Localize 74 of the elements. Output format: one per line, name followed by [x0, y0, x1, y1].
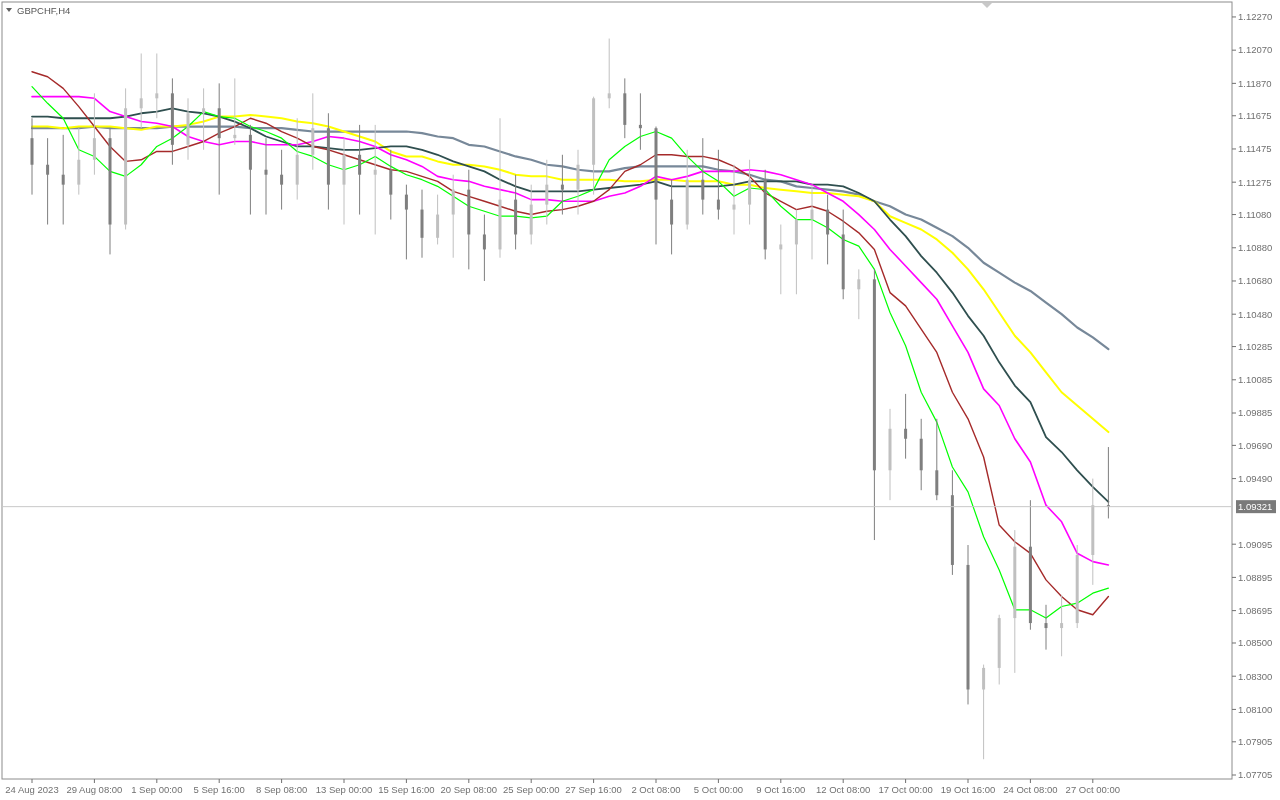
candlestick [46, 137, 50, 226]
candlestick [701, 137, 705, 216]
x-tick-label: 27 Sep 16:00 [565, 784, 622, 795]
x-tick-label: 24 Aug 2023 [5, 784, 59, 795]
x-tick-label: 15 Sep 16:00 [378, 784, 435, 795]
candlestick [264, 137, 268, 216]
y-tick-label: 1.10480 [1238, 308, 1273, 320]
candlestick [436, 194, 440, 245]
y-tick-label: 1.09490 [1238, 472, 1273, 484]
x-tick-label: 17 Oct 00:00 [878, 784, 933, 795]
x-tick-label: 5 Oct 00:00 [693, 784, 743, 795]
x-tick-label: 5 Sep 16:00 [193, 784, 245, 795]
candlestick [233, 77, 237, 146]
y-tick-label: 1.09095 [1238, 538, 1273, 550]
x-tick-label: 20 Sep 08:00 [440, 784, 498, 795]
x-tick-label: 29 Aug 08:00 [66, 784, 123, 795]
y-tick-label: 1.08895 [1238, 571, 1273, 583]
candlestick [404, 184, 408, 260]
candlestick [1060, 594, 1064, 657]
candlestick [779, 224, 783, 295]
candlestick [560, 154, 564, 216]
y-tick-label: 1.08500 [1238, 637, 1273, 649]
y-tick-label: 1.12070 [1238, 44, 1273, 56]
candlestick [716, 149, 720, 221]
line-series [31, 113, 1110, 434]
candlestick [857, 268, 861, 320]
x-tick-label: 24 Oct 08:00 [1003, 784, 1058, 795]
y-tick-label: 1.10085 [1238, 374, 1273, 386]
candlestick [92, 92, 96, 176]
y-tick-label: 1.08695 [1238, 604, 1273, 616]
y-tick-label: 1.08100 [1238, 703, 1273, 715]
candlestick [155, 52, 159, 119]
y-tick-label: 1.07905 [1238, 736, 1273, 748]
x-tick-label: 27 Oct 00:00 [1065, 784, 1120, 795]
y-tick-label: 1.11275 [1238, 176, 1272, 188]
x-tick-label: 8 Sep 08:00 [255, 784, 308, 795]
y-tick-label: 1.09690 [1238, 439, 1273, 451]
candlestick [732, 164, 736, 235]
candlestick [280, 149, 284, 211]
candlestick [607, 38, 611, 109]
candlestick [545, 159, 549, 226]
candlestick [1044, 604, 1048, 651]
y-tick-label: 1.10285 [1238, 340, 1273, 352]
x-tick-label: 19 Oct 16:00 [940, 784, 996, 795]
y-tick-label: 1.10680 [1238, 275, 1273, 287]
y-tick-label: 1.08300 [1238, 670, 1273, 682]
y-tick-label: 1.11080 [1238, 208, 1272, 220]
y-tick-label: 1.11870 [1238, 77, 1272, 89]
candlestick [904, 393, 908, 460]
y-tick-label: 1.11475 [1238, 143, 1272, 155]
x-tick-label: 1 Sep 00:00 [131, 784, 183, 795]
x-tick-label: 25 Sep 00:00 [502, 784, 560, 795]
candlestick [482, 214, 486, 282]
candlestick [61, 134, 65, 226]
candlestick [638, 92, 642, 151]
candlestick [810, 184, 814, 260]
candlestick [982, 664, 986, 760]
x-tick-label: 13 Sep 00:00 [315, 784, 373, 795]
x-tick-label: 9 Oct 16:00 [756, 784, 806, 795]
candlestick [139, 52, 143, 129]
x-tick-label: 2 Oct 08:00 [631, 784, 681, 795]
y-tick-label: 1.12270 [1238, 11, 1273, 23]
y-tick-label: 1.07705 [1238, 769, 1273, 781]
chart-title: GBPCHF,H4 [17, 5, 71, 16]
x-tick-label: 12 Oct 08:00 [816, 784, 871, 795]
y-tick-label: 1.09885 [1238, 407, 1273, 419]
candlestick [358, 124, 362, 216]
ref-line-label: 1.09321 [1238, 500, 1273, 512]
line-series [31, 107, 1110, 503]
candlestick [373, 124, 377, 235]
y-tick-label: 1.11675 [1238, 110, 1272, 122]
candlestick [202, 87, 206, 151]
y-tick-label: 1.10880 [1238, 242, 1273, 254]
line-series [30, 125, 1110, 351]
